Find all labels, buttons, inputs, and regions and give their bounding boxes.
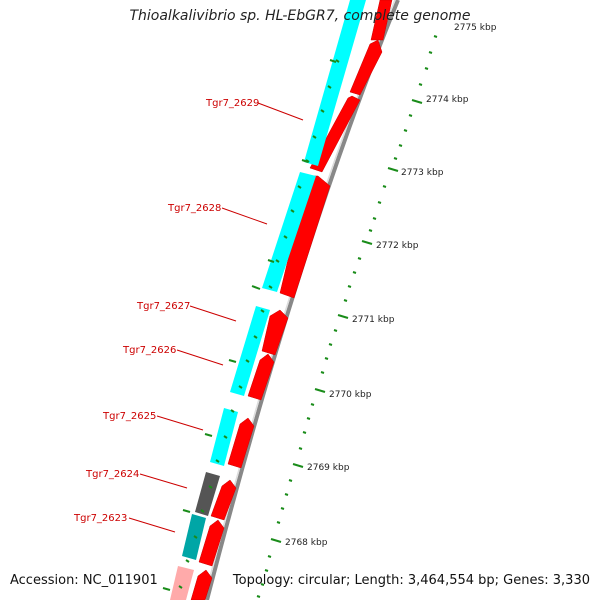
cds-arrow[interactable] [261,309,289,356]
cds-arrow[interactable] [349,39,383,96]
cyan-block[interactable] [304,0,366,166]
scale-label: 2775 kbp [454,23,497,33]
inner-ticks [162,59,340,591]
gene-label[interactable]: Tgr7_2627 [136,301,190,312]
gene-label[interactable]: Tgr7_2628 [167,203,221,214]
accession-text: Accession: NC_011901 [10,573,158,588]
gene-label[interactable]: Tgr7_2629 [205,98,259,109]
cds-track [190,0,393,600]
scale-label: 2773 kbp [401,168,444,178]
scale-label: 2774 kbp [426,95,469,105]
scale-label: 2769 kbp [307,463,350,473]
cds-arrow[interactable] [370,0,393,41]
cds-arrow[interactable] [210,479,237,521]
gene-label[interactable]: Tgr7_2623 [73,513,127,524]
outer-track [170,0,366,600]
genome-summary-text: Topology: circular; Length: 3,464,554 bp… [232,573,590,588]
cds-arrow[interactable] [227,417,255,469]
backbone-ring [205,0,400,600]
map-title: Thioalkalivibrio sp. HL-EbGR7, complete … [129,8,471,24]
scale-label: 2771 kbp [352,315,395,325]
pink-block[interactable] [170,566,194,600]
gray-block[interactable] [195,472,220,516]
cyan-block[interactable] [262,172,316,292]
cds-arrow[interactable] [279,175,331,299]
scale-label: 2772 kbp [376,241,419,251]
cyan-block[interactable] [230,306,270,396]
cds-arrow[interactable] [190,569,213,600]
cds-arrow[interactable] [247,353,275,401]
gene-label[interactable]: Tgr7_2626 [122,345,176,356]
gene-label[interactable]: Tgr7_2624 [85,469,139,480]
scale-ticks [256,35,438,598]
leader-lines [128,102,304,533]
scale-label: 2768 kbp [285,538,328,548]
cds-arrow[interactable] [198,519,225,567]
gene-label[interactable]: Tgr7_2625 [102,411,156,422]
scale-label: 2770 kbp [329,390,372,400]
